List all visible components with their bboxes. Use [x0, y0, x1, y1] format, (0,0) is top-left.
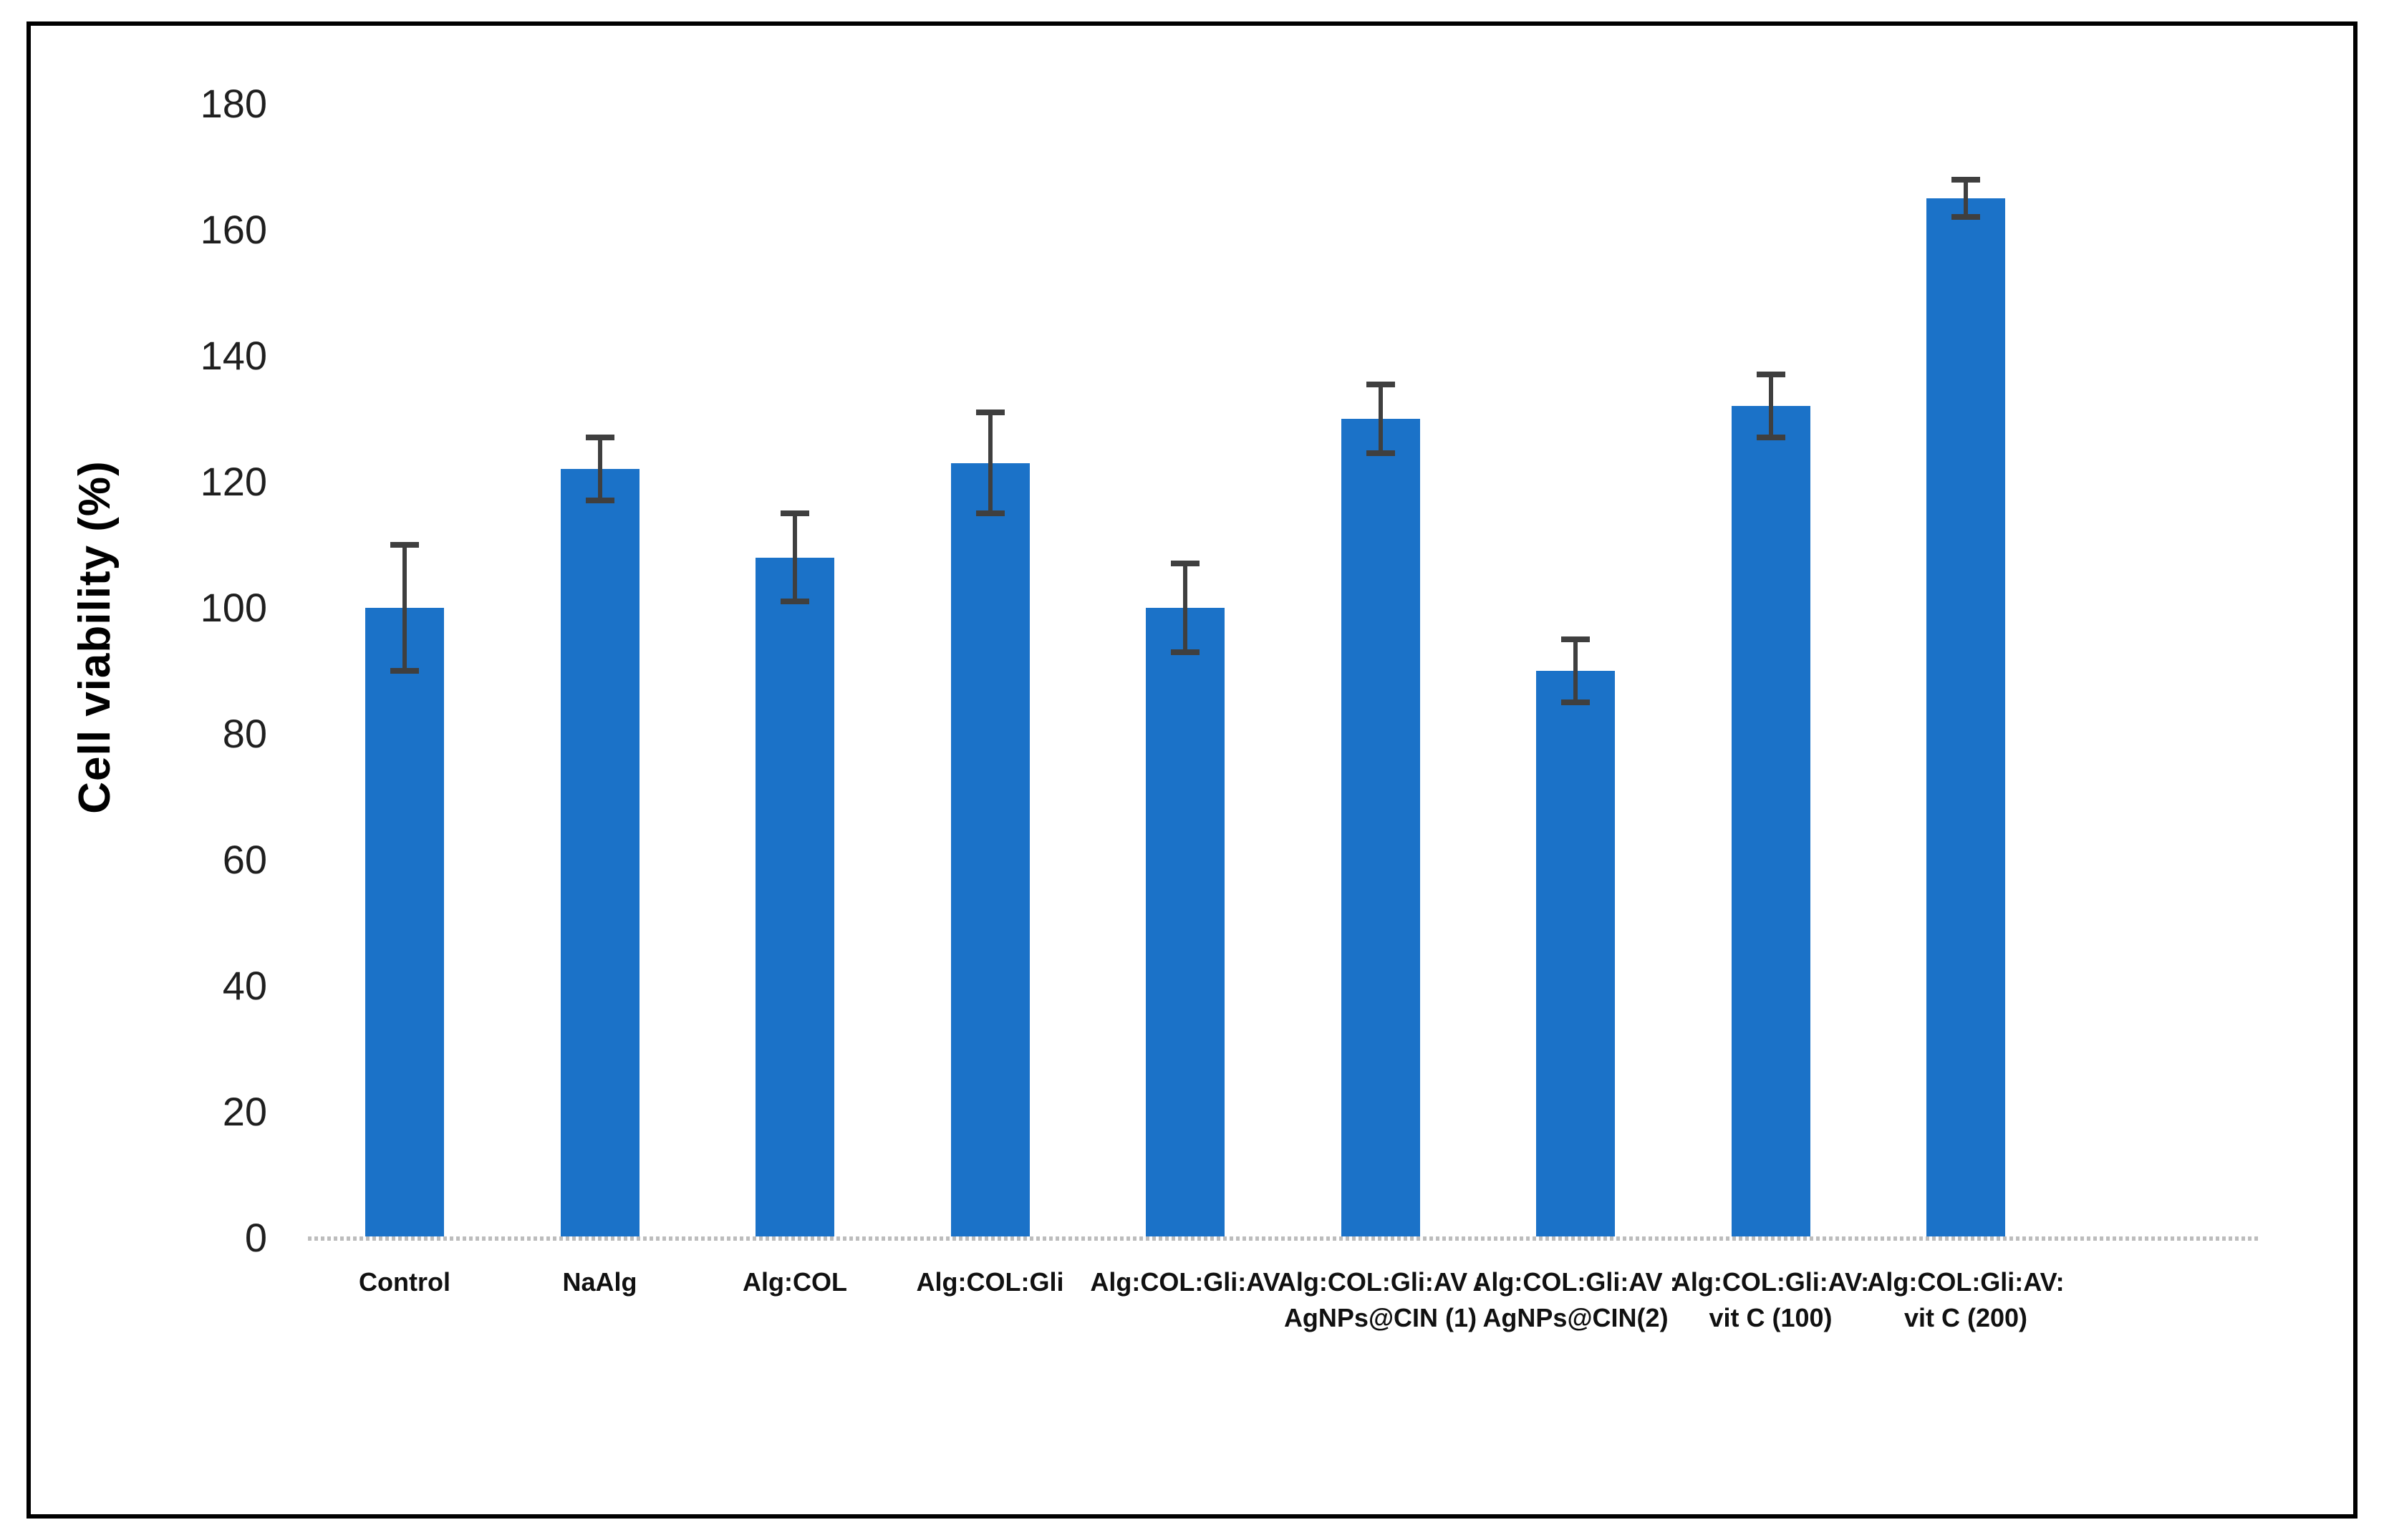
x-category-label-line: NaAlg	[562, 1267, 637, 1297]
bar	[365, 608, 444, 1238]
error-bar-line	[1964, 179, 1968, 218]
x-category-label-line: Alg:COL:Gli:AV:	[1671, 1267, 1870, 1297]
x-category-label: Alg:COL:Gli:AV : AgNPs@CIN(2)	[1472, 1264, 1679, 1336]
bar	[560, 469, 640, 1238]
bar	[756, 557, 834, 1238]
error-bar-line	[793, 513, 797, 602]
x-category-label: Alg:COL	[691, 1264, 899, 1300]
error-bar-cap	[1561, 636, 1590, 642]
x-category-label: NaAlg	[496, 1264, 704, 1300]
error-bar-cap	[1756, 372, 1785, 378]
error-bar-cap	[1171, 561, 1200, 567]
error-bar-line	[988, 412, 993, 513]
error-bar-cap	[975, 410, 1005, 416]
y-tick-label: 0	[244, 1215, 267, 1260]
error-bar-cap	[1171, 649, 1200, 655]
x-category-label-line: vit C (100)	[1709, 1303, 1833, 1332]
error-bar-cap	[1951, 214, 1980, 221]
error-bar-line	[597, 437, 602, 501]
y-tick-label: 80	[222, 711, 267, 756]
error-bar-cap	[975, 510, 1005, 516]
error-bar-line	[1573, 639, 1578, 702]
error-bar-cap	[781, 599, 809, 605]
x-axis-line	[308, 1236, 2259, 1241]
error-bar-cap	[1756, 435, 1785, 441]
error-bar-cap	[585, 498, 614, 504]
y-tick-label: 100	[200, 585, 267, 630]
error-bar-line	[1378, 384, 1383, 454]
x-category-label: Alg:COL:Gli	[887, 1264, 1094, 1300]
bar	[1731, 406, 1810, 1238]
y-tick-label: 40	[222, 963, 267, 1008]
y-tick-label: 180	[200, 81, 267, 126]
error-bar-cap	[585, 435, 614, 441]
error-bar-cap	[390, 668, 419, 674]
x-category-label: Alg:COL:Gli:AV: vit C (100)	[1667, 1264, 1875, 1336]
bar	[1536, 671, 1615, 1238]
y-tick-label: 60	[222, 837, 267, 882]
y-tick-label: 120	[200, 459, 267, 504]
x-category-label-line: AgNPs@CIN(2)	[1482, 1303, 1669, 1332]
x-category-label-line: Control	[359, 1267, 450, 1297]
error-bar-line	[402, 545, 407, 671]
error-bar-line	[1768, 374, 1773, 438]
x-category-label-line: AgNPs@CIN (1)	[1283, 1303, 1477, 1332]
error-bar-cap	[1366, 450, 1395, 457]
error-bar-cap	[781, 510, 809, 516]
bar	[950, 463, 1030, 1238]
error-bar-line	[1183, 563, 1187, 652]
y-tick-label: 160	[200, 207, 267, 252]
bar	[1341, 419, 1420, 1238]
x-category-label-line: Alg:COL:Gli	[916, 1267, 1064, 1297]
x-category-label-line: Alg:COL:Gli:AV	[1090, 1267, 1280, 1297]
x-category-label-line: Alg:COL:Gli:AV :	[1277, 1267, 1484, 1297]
bar	[1926, 198, 2005, 1238]
x-category-label-line: Alg:COL:Gli:AV :	[1472, 1267, 1679, 1297]
bar	[1146, 608, 1225, 1238]
error-bar-cap	[1561, 699, 1590, 705]
x-category-label-line: Alg:COL	[743, 1267, 847, 1297]
x-category-label: Alg:COL:Gli:AV	[1081, 1264, 1289, 1300]
x-category-label: Control	[301, 1264, 508, 1300]
y-tick-label: 140	[200, 333, 267, 378]
x-category-label-line: vit C (200)	[1903, 1303, 2028, 1332]
y-tick-label: 20	[222, 1089, 267, 1134]
error-bar-cap	[1951, 176, 1980, 183]
x-category-label-line: Alg:COL:Gli:AV:	[1867, 1267, 2065, 1297]
error-bar-cap	[390, 542, 419, 548]
x-category-label: Alg:COL:Gli:AV : AgNPs@CIN (1)	[1277, 1264, 1485, 1336]
x-category-label: Alg:COL:Gli:AV: vit C (200)	[1862, 1264, 2070, 1336]
error-bar-cap	[1366, 381, 1395, 387]
